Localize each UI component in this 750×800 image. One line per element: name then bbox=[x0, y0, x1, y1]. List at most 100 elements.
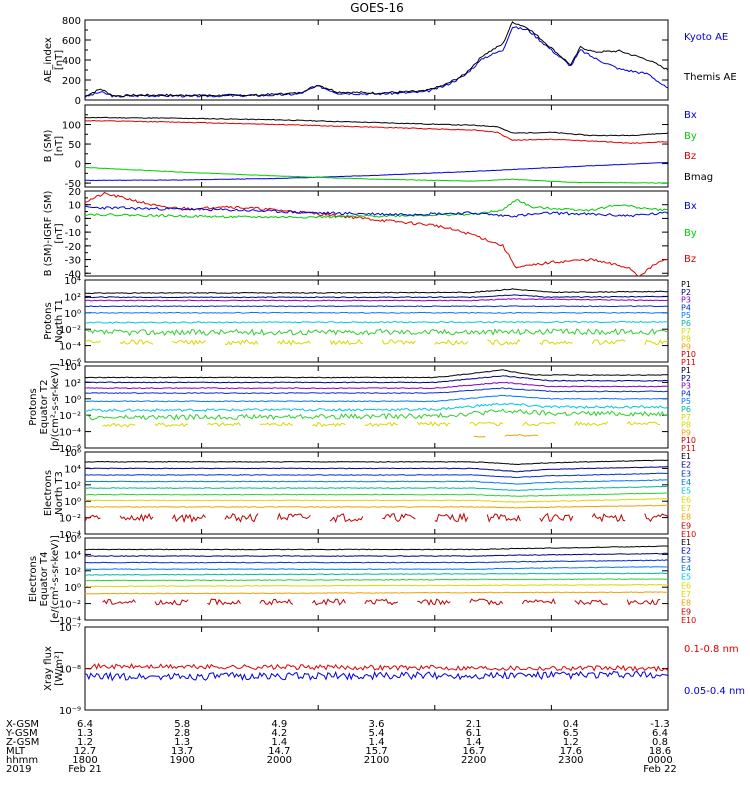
series-p5 bbox=[85, 311, 668, 314]
y-tick-label: 10⁰ bbox=[64, 583, 81, 594]
xray-panel: 10⁻⁹ 10⁻⁸ 10⁻⁷ Xray flux [W/m²] 0.1-0.8 nm 0.0… bbox=[43, 623, 745, 717]
bsm-igrf-panel-frame bbox=[84, 190, 669, 277]
y-tick-label: 10⁻² bbox=[59, 514, 81, 525]
legend-item: E5 bbox=[681, 573, 691, 582]
series-e2 bbox=[85, 552, 668, 557]
series-e9 bbox=[102, 597, 661, 606]
y-tick-label: 10⁴ bbox=[64, 276, 81, 287]
protons-equator-panel-frame bbox=[84, 365, 669, 449]
series-bz bbox=[85, 119, 668, 145]
y-tick-label: 10⁶ bbox=[64, 534, 81, 545]
legend-item: P10 bbox=[681, 436, 696, 445]
series-bmag bbox=[85, 116, 668, 137]
y-tick-label: 10⁻² bbox=[59, 600, 81, 611]
bsm-panel-frame bbox=[84, 104, 669, 188]
series-e1 bbox=[85, 545, 668, 551]
legend-item: P9 bbox=[681, 342, 691, 351]
x-date-end: Feb 22 bbox=[643, 764, 677, 775]
x-row-label-mlt: MLT bbox=[6, 746, 26, 757]
y-axis-label: North T3 bbox=[54, 471, 65, 515]
x-row-value-y: 6.4 bbox=[652, 728, 668, 739]
x-row-label-x: X-GSM bbox=[6, 719, 39, 730]
legend-item: P5 bbox=[681, 311, 691, 320]
legend-item: E2 bbox=[681, 547, 691, 556]
series-p8 bbox=[85, 339, 668, 346]
legend-item: P2 bbox=[681, 288, 691, 297]
legend-item: E5 bbox=[681, 487, 691, 496]
y-axis-label: B (SM)-IGRF (SM) bbox=[43, 191, 54, 277]
y-axis-label: [e/(cm²-s-sr-keV)] bbox=[50, 535, 61, 623]
x-row-value-y: 5.4 bbox=[369, 728, 385, 739]
y-tick-label: 10⁻⁶ bbox=[59, 444, 81, 455]
x-row-value-x: -1.3 bbox=[650, 719, 670, 730]
y-axis-label: Equator T4 bbox=[39, 552, 50, 607]
y-tick-label: 10⁻² bbox=[59, 325, 81, 336]
series-e2 bbox=[85, 465, 668, 473]
legend-item: E7 bbox=[681, 590, 691, 599]
series-p2 bbox=[85, 294, 668, 299]
y-axis-label: [W/m²] bbox=[54, 651, 65, 686]
x-row-value-hhmm: 2200 bbox=[461, 755, 486, 766]
series-p6 bbox=[85, 402, 668, 412]
series-p7 bbox=[85, 408, 668, 421]
legend-item: E3 bbox=[681, 469, 691, 478]
y-axis-label: [p/(cm²-s-sr-keV)] bbox=[50, 363, 61, 451]
legend-item: By bbox=[684, 228, 697, 239]
series-bx bbox=[85, 205, 668, 218]
legend-item: P4 bbox=[681, 303, 691, 312]
legend-item: E9 bbox=[681, 521, 691, 530]
x-row-value-hhmm: 1800 bbox=[72, 755, 97, 766]
y-tick-label: 10⁻⁴ bbox=[59, 428, 81, 439]
y-tick-label: 0 bbox=[75, 96, 81, 107]
series-e3 bbox=[85, 559, 668, 564]
x-row-value-y: 2.8 bbox=[174, 728, 190, 739]
series-e6 bbox=[85, 492, 668, 497]
series-kyoto-ae bbox=[85, 26, 668, 99]
y-axis-label: [nT] bbox=[54, 223, 65, 243]
x-row-value-x: 2.1 bbox=[466, 719, 482, 730]
x-row-label-hhmm: hhmm bbox=[6, 755, 38, 766]
y-axis-label: North T1 bbox=[54, 299, 65, 343]
x-row-value-hhmm: 0000 bbox=[647, 755, 672, 766]
y-tick-label: 10⁻⁷ bbox=[59, 623, 81, 634]
legend-item: 0.1-0.8 nm bbox=[684, 644, 739, 655]
legend-item: P3 bbox=[681, 296, 691, 305]
y-tick-label: 10⁻² bbox=[59, 411, 81, 422]
bsm-igrf-panel-legend: Bx By Bz bbox=[684, 201, 697, 265]
y-tick-label: -30 bbox=[65, 256, 81, 267]
x-row-value-mlt: 17.6 bbox=[560, 746, 582, 757]
legend-item: E4 bbox=[681, 564, 691, 573]
legend-item: P1 bbox=[681, 366, 691, 375]
legend-item: P8 bbox=[681, 421, 691, 430]
series-e8 bbox=[85, 591, 668, 595]
legend-item: P10 bbox=[681, 350, 696, 359]
y-tick-label: 10 bbox=[68, 201, 81, 212]
legend-item: Bx bbox=[684, 201, 697, 212]
legend-item: Bmag bbox=[684, 172, 713, 183]
legend-item: E6 bbox=[681, 495, 691, 504]
legend-item: P6 bbox=[681, 319, 691, 328]
x-row-value-x: 3.6 bbox=[369, 719, 385, 730]
series-0-05-0-4-nm bbox=[85, 670, 668, 682]
y-axis-label: [nT] bbox=[54, 136, 65, 156]
y-tick-label: 100 bbox=[62, 121, 81, 132]
x-row-value-mlt: 13.7 bbox=[171, 746, 193, 757]
series-e3 bbox=[85, 472, 668, 479]
x-row-label-z: Z-GSM bbox=[6, 737, 39, 748]
series-e7 bbox=[85, 498, 668, 503]
y-tick-label: 50 bbox=[68, 140, 81, 151]
x-row-value-y: 6.1 bbox=[466, 728, 482, 739]
legend-item: Bx bbox=[684, 110, 697, 121]
x-row-value-mlt: 18.6 bbox=[649, 746, 671, 757]
y-tick-label: 200 bbox=[62, 76, 81, 87]
legend-item: By bbox=[684, 131, 697, 142]
y-tick-label: 10² bbox=[64, 378, 81, 389]
y-tick-label: 10⁻⁹ bbox=[59, 706, 81, 717]
series-e1 bbox=[85, 459, 668, 466]
legend-item: E8 bbox=[681, 513, 691, 522]
x-row-value-x: 4.9 bbox=[271, 719, 287, 730]
series-themis-ae bbox=[85, 21, 668, 98]
